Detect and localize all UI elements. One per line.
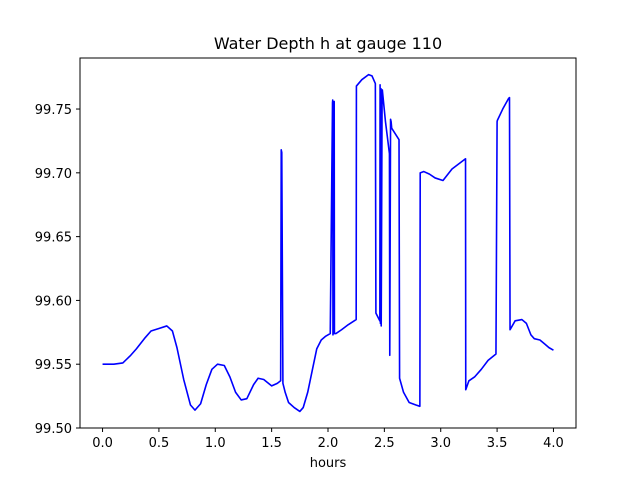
series-line-1	[102, 73, 554, 413]
x-tick-label: 2.0	[318, 436, 339, 451]
x-tick-label: 3.5	[487, 436, 508, 451]
x-tick-label: 2.5	[374, 436, 395, 451]
x-tick-label: 0.5	[149, 436, 170, 451]
y-tick-label: 99.60	[35, 294, 72, 309]
y-tick-label: 99.50	[35, 422, 72, 437]
x-tick-label: 0.0	[92, 436, 113, 451]
x-axis: 0.0 0.5 1.0 1.5 2.0 2.5 3.0 3.5 4.0	[92, 428, 564, 451]
y-tick-label: 99.55	[35, 358, 72, 373]
x-tick-label: 4.0	[543, 436, 564, 451]
y-tick-label: 99.75	[35, 103, 72, 118]
y-tick-label: 99.65	[35, 231, 72, 246]
x-tick-label: 1.0	[205, 436, 226, 451]
x-axis-label: hours	[310, 456, 347, 471]
plot-area	[102, 73, 554, 413]
x-tick-label: 3.0	[430, 436, 451, 451]
chart-title: Water Depth h at gauge 110	[214, 34, 442, 53]
x-tick-label: 1.5	[261, 436, 282, 451]
y-tick-label: 99.70	[35, 167, 72, 182]
y-axis: 99.50 99.55 99.60 99.65 99.70 99.75	[35, 103, 80, 437]
